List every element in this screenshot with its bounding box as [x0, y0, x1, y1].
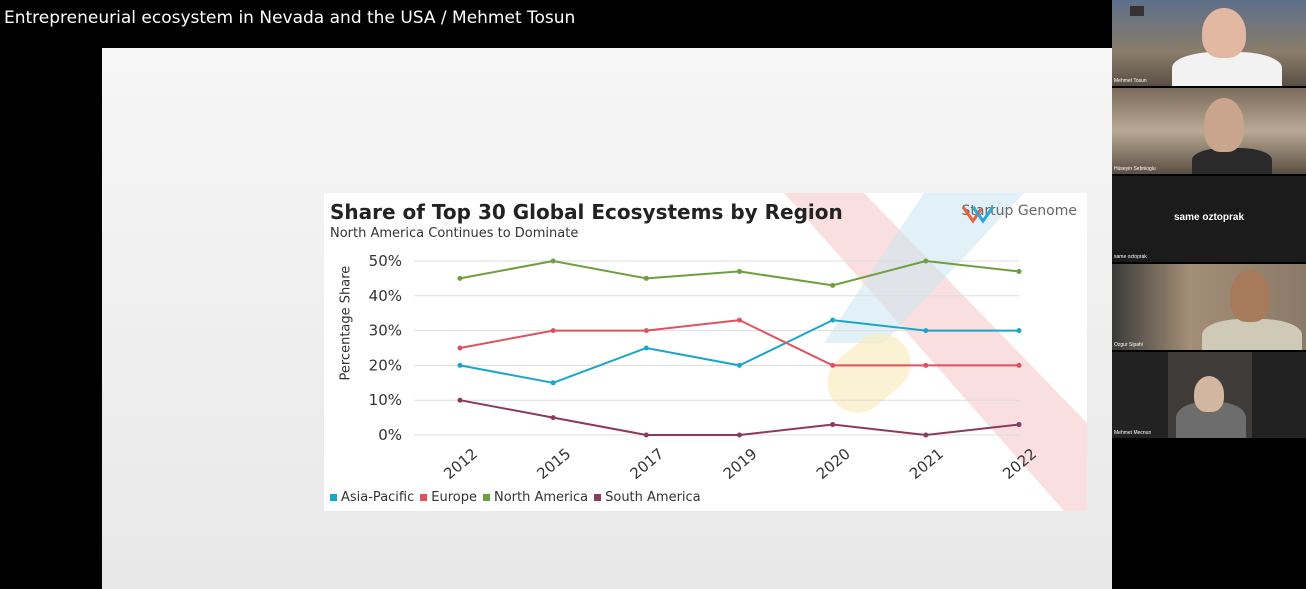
- x-tick-label: 2017: [627, 445, 668, 483]
- data-point: [643, 275, 649, 281]
- data-point: [457, 345, 463, 351]
- x-tick-label: 2015: [533, 445, 574, 483]
- participant-name: Mehmet Mecnun: [1114, 430, 1152, 436]
- legend-swatch: [482, 494, 490, 501]
- participants-panel: Mehmet Tosun Hüseyin Sebnioglu same ozto…: [1112, 0, 1306, 589]
- legend-label: North America: [493, 490, 589, 505]
- data-point: [923, 328, 929, 334]
- data-point: [457, 275, 463, 281]
- chart-legend: Asia-Pacific Europe North America South Ame…: [330, 490, 701, 505]
- background-decoration: [784, 193, 1087, 511]
- background-decoration: [824, 193, 1024, 343]
- data-point: [643, 345, 649, 351]
- y-axis-label: Percentage Share: [338, 265, 354, 381]
- y-tick-label: 10%: [369, 391, 402, 409]
- data-point: [923, 258, 929, 264]
- participant-body: [1192, 148, 1272, 174]
- data-point: [830, 282, 836, 288]
- data-point: [923, 362, 929, 368]
- data-point: [550, 258, 556, 264]
- data-point: [550, 380, 556, 386]
- y-tick-label: 50%: [369, 252, 402, 270]
- participant-tile[interactable]: Mehmet Tosun: [1112, 0, 1306, 86]
- x-tick-label: 2020: [813, 445, 854, 483]
- y-tick-label: 0%: [378, 426, 402, 444]
- participant-face: [1230, 270, 1270, 322]
- participant-tile[interactable]: same oztoprak same oztoprak: [1112, 176, 1306, 262]
- data-point: [1016, 268, 1022, 274]
- y-tick-label: 30%: [369, 322, 402, 340]
- participant-name: same oztoprak: [1114, 254, 1147, 260]
- brand-name: Startup Genome: [961, 203, 1077, 219]
- legend-item: Europe: [420, 490, 477, 505]
- data-point: [457, 397, 463, 403]
- legend-item: North America: [482, 490, 589, 505]
- participant-name: Ozgur Sipahi: [1114, 342, 1143, 348]
- startup-genome-logo: Startup Genome: [961, 203, 1077, 224]
- data-point: [643, 328, 649, 334]
- legend-label: South America: [605, 490, 701, 505]
- data-point: [737, 432, 742, 438]
- chart-title: Share of Top 30 Global Ecosystems by Reg…: [330, 200, 843, 224]
- window-title: Entrepreneurial ecosystem in Nevada and …: [4, 8, 576, 28]
- y-tick-label: 40%: [369, 287, 402, 305]
- legend-swatch: [594, 494, 602, 501]
- participant-display-name: same oztoprak: [1173, 212, 1245, 223]
- y-tick-label: 20%: [369, 356, 402, 374]
- series-line: [459, 399, 1020, 437]
- participant-face: [1202, 8, 1246, 58]
- background-decoration: [827, 333, 911, 413]
- data-point: [737, 362, 742, 368]
- participant-face: [1194, 376, 1224, 412]
- data-point: [1016, 422, 1022, 428]
- chart-card: 0% 10% 20% 30% 40% 50% 2012 2015 2017 2019 2020 202…: [324, 193, 1087, 511]
- participant-tile[interactable]: Ozgur Sipahi: [1112, 264, 1306, 350]
- line-chart: 0% 10% 20% 30% 40% 50% 2012 2015 2017 2019 2020 202…: [369, 193, 1087, 511]
- data-point: [1016, 328, 1022, 334]
- x-tick-label: 2012: [440, 445, 481, 483]
- data-point: [923, 432, 929, 438]
- room-sign: [1130, 6, 1144, 16]
- data-point: [550, 328, 556, 334]
- participant-face: [1204, 98, 1244, 152]
- legend-item: Asia-Pacific: [330, 490, 414, 505]
- participant-tile[interactable]: Mehmet Mecnun: [1112, 352, 1306, 438]
- x-tick-label: 2019: [720, 445, 761, 483]
- legend-swatch: [330, 494, 337, 501]
- chart-subtitle: North America Continues to Dominate: [330, 226, 579, 241]
- participant-name: Hüseyin Sebnioglu: [1114, 166, 1156, 172]
- data-point: [737, 317, 742, 323]
- x-tick-label: 2021: [906, 445, 947, 483]
- data-point: [457, 362, 463, 368]
- data-point: [643, 432, 649, 438]
- participant-tile[interactable]: Hüseyin Sebnioglu: [1112, 88, 1306, 174]
- data-point: [550, 415, 556, 421]
- participant-name: Mehmet Tosun: [1114, 78, 1147, 84]
- participant-body: [1202, 319, 1302, 350]
- data-point: [830, 317, 836, 323]
- data-point: [737, 268, 742, 274]
- data-point: [830, 422, 836, 428]
- legend-label: Europe: [431, 490, 477, 505]
- data-point: [830, 362, 836, 368]
- legend-item: South America: [594, 490, 701, 505]
- startup-genome-logo-icon: [962, 206, 995, 224]
- legend-label: Asia-Pacific: [341, 490, 415, 505]
- legend-swatch: [420, 494, 428, 501]
- data-point: [1016, 362, 1022, 368]
